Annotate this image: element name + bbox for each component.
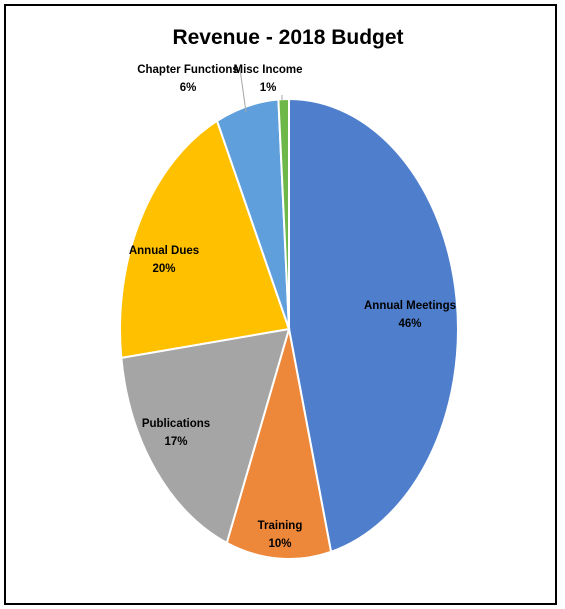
data-label-category: Annual Dues bbox=[129, 245, 199, 257]
chart-title: Revenue - 2018 Budget bbox=[172, 26, 403, 49]
data-label-category: Chapter Functions bbox=[137, 64, 239, 76]
data-label-category: Publications bbox=[142, 418, 210, 430]
data-label-percent: 6% bbox=[180, 82, 197, 94]
data-label-percent: 10% bbox=[268, 538, 291, 550]
data-label-percent: 46% bbox=[398, 318, 421, 330]
data-label-percent: 20% bbox=[152, 263, 175, 275]
data-label-percent: 17% bbox=[164, 436, 187, 448]
data-label-category: Misc Income bbox=[233, 64, 302, 76]
data-label-category: Annual Meetings bbox=[364, 300, 456, 312]
data-label-category: Training bbox=[258, 520, 303, 532]
data-label-percent: 1% bbox=[260, 82, 277, 94]
